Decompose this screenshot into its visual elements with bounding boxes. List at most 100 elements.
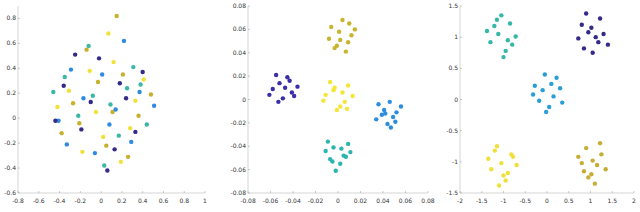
point <box>111 60 115 64</box>
y-tick-label: 0.08 <box>233 2 247 9</box>
point <box>136 114 140 118</box>
point <box>323 149 327 153</box>
x-tick-label: 0 <box>336 197 340 204</box>
point <box>79 127 83 131</box>
point <box>104 143 108 147</box>
point <box>492 24 496 28</box>
point <box>94 110 98 114</box>
point <box>576 155 580 159</box>
point <box>283 86 287 90</box>
x-tick <box>315 191 316 193</box>
point <box>152 104 156 108</box>
point <box>586 30 590 34</box>
point <box>133 99 137 103</box>
point <box>281 96 285 100</box>
x-tick <box>205 191 206 193</box>
point <box>267 93 271 97</box>
x-tick <box>338 191 339 193</box>
point <box>125 86 129 90</box>
point <box>327 37 331 41</box>
point <box>580 23 584 27</box>
x-tick-label: -0.02 <box>308 197 324 204</box>
point <box>537 99 541 103</box>
y-tick-label: 0 <box>242 96 246 103</box>
point <box>350 94 354 98</box>
point <box>488 40 492 44</box>
point <box>332 86 336 90</box>
point <box>122 39 126 43</box>
point <box>394 110 398 114</box>
point <box>376 102 380 106</box>
x-tick-label: 0 <box>545 197 549 204</box>
point <box>277 81 281 85</box>
point <box>340 18 344 22</box>
x-tick-label: -2 <box>457 197 463 204</box>
point <box>89 100 93 104</box>
point <box>584 11 588 15</box>
x-tick <box>360 191 361 193</box>
y-tick-label: 1 <box>454 33 458 40</box>
point <box>549 82 553 86</box>
x-tick-label: 0.6 <box>159 197 169 204</box>
point <box>137 90 141 94</box>
point <box>71 101 75 105</box>
point <box>497 183 501 187</box>
y-tick-label: 0.06 <box>233 25 247 32</box>
y-tick <box>460 193 462 194</box>
panel: -0.8-0.6-0.4-0.200.20.40.60.81-0.6-0.4-0… <box>4 6 207 204</box>
point <box>582 169 586 173</box>
point <box>554 75 558 79</box>
x-tick-label: 0.06 <box>399 197 413 204</box>
x-tick <box>59 191 60 193</box>
y-tick-label: 0.5 <box>448 64 458 71</box>
x-tick-label: 2 <box>632 197 636 204</box>
x-tick <box>80 191 81 193</box>
x-tick <box>460 191 461 193</box>
point <box>399 104 403 108</box>
point <box>73 52 77 56</box>
point <box>63 75 67 79</box>
point <box>295 84 299 88</box>
point <box>595 163 599 167</box>
x-tick <box>248 191 249 193</box>
point <box>589 26 593 30</box>
point <box>353 27 357 31</box>
point <box>292 94 296 98</box>
point <box>558 86 562 90</box>
point <box>331 145 335 149</box>
y-tick-label: 0 <box>12 114 16 121</box>
x-tick <box>481 191 482 193</box>
point <box>108 102 112 106</box>
point <box>599 152 603 156</box>
y-tick-label: -0.08 <box>230 189 246 196</box>
x-tick <box>568 191 569 193</box>
y-tick <box>248 99 250 100</box>
point <box>65 142 69 146</box>
point <box>485 29 489 33</box>
point <box>53 118 57 122</box>
y-tick <box>18 18 20 19</box>
y-tick <box>460 68 462 69</box>
y-tick-label: -0.02 <box>230 119 246 126</box>
point <box>576 36 580 40</box>
point <box>86 44 90 48</box>
y-tick <box>460 130 462 131</box>
point <box>393 120 397 124</box>
point <box>486 157 490 161</box>
y-tick <box>18 118 20 119</box>
point <box>598 16 602 20</box>
y-tick-label: -1 <box>452 158 458 165</box>
x-tick <box>503 191 504 193</box>
point <box>59 131 63 135</box>
point <box>510 42 514 46</box>
point <box>124 96 128 100</box>
x-tick-label: 0.5 <box>564 197 574 204</box>
point <box>343 100 347 104</box>
point <box>506 38 510 42</box>
point <box>501 55 505 59</box>
y-tick-label: -0.4 <box>4 164 16 171</box>
x-tick <box>547 191 548 193</box>
point <box>503 178 507 182</box>
point <box>606 42 610 46</box>
point <box>84 47 88 51</box>
